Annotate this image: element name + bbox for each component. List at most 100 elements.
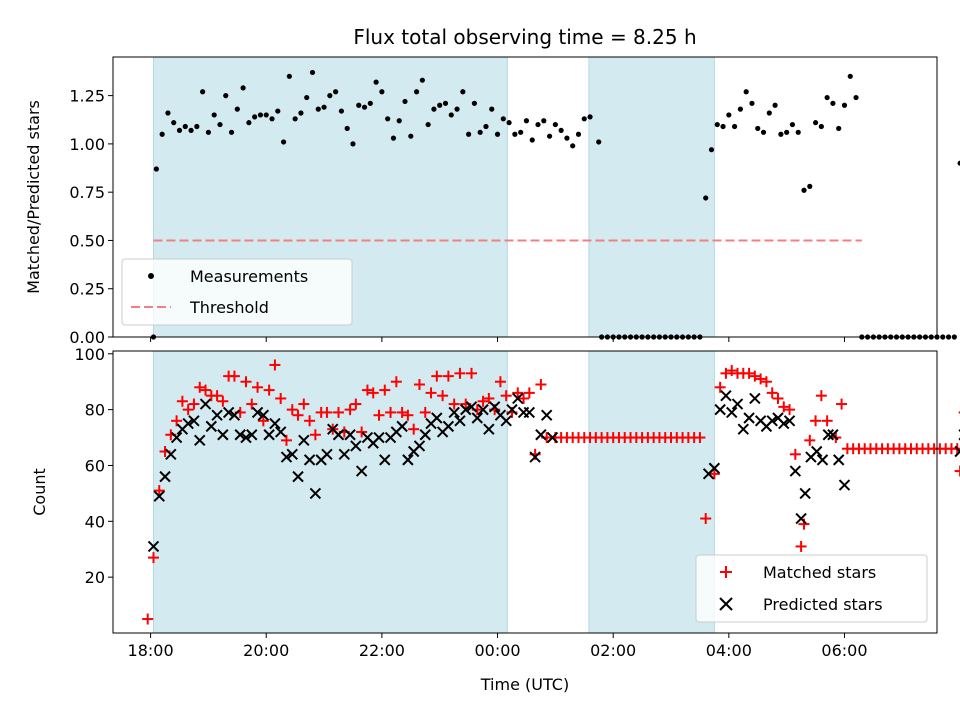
x-tick-label: 04:00 <box>706 641 752 660</box>
data-point <box>540 409 553 421</box>
shaded-interval <box>588 350 715 634</box>
data-point <box>402 454 414 466</box>
data-point <box>338 448 351 461</box>
data-point <box>402 98 408 105</box>
data-point <box>506 120 512 126</box>
data-point <box>321 104 327 110</box>
data-point <box>535 429 547 441</box>
data-point <box>333 406 345 418</box>
data-point <box>350 440 362 452</box>
data-point <box>714 403 726 416</box>
data-point <box>483 392 495 404</box>
data-point <box>529 451 541 463</box>
data-point <box>558 127 564 133</box>
data-point <box>801 187 807 193</box>
data-point <box>726 406 738 419</box>
legend-label-matched: Matched stars <box>763 563 876 582</box>
data-point <box>500 415 512 427</box>
data-point <box>223 93 229 99</box>
data-point <box>159 131 165 137</box>
data-point <box>749 100 755 106</box>
data-point <box>546 431 559 444</box>
data-point <box>518 129 524 135</box>
data-point <box>847 73 853 79</box>
data-point <box>211 112 217 118</box>
data-point <box>153 485 165 497</box>
data-point <box>188 415 200 427</box>
data-point <box>286 73 292 79</box>
data-point <box>344 125 350 132</box>
data-point <box>147 540 160 553</box>
data-point <box>176 127 183 133</box>
count-panel: 20 40 60 80 100 18:00 20:00 22:00 00:00 02:00 04:… <box>30 345 960 694</box>
data-point <box>454 106 460 112</box>
y-axis-label: Count <box>30 468 49 516</box>
data-point <box>240 85 246 91</box>
data-point <box>205 420 218 433</box>
data-point <box>182 123 188 130</box>
data-point <box>396 420 408 433</box>
data-point <box>821 415 833 427</box>
data-point <box>807 183 813 189</box>
data-point <box>413 89 420 95</box>
data-point <box>217 395 229 407</box>
data-point <box>795 540 807 552</box>
predicted-star-points <box>147 389 960 553</box>
data-point <box>811 445 823 458</box>
x-tick-label: 06:00 <box>821 641 867 660</box>
data-point <box>749 370 761 382</box>
data-point <box>564 135 570 141</box>
data-point <box>350 398 362 410</box>
data-point <box>518 392 530 404</box>
data-point <box>142 613 154 625</box>
data-point <box>390 376 402 388</box>
data-point <box>778 417 790 430</box>
shaded-interval <box>588 56 715 338</box>
data-point <box>731 398 744 410</box>
data-point <box>165 110 171 116</box>
data-point <box>419 429 431 441</box>
data-point <box>390 135 397 141</box>
data-point <box>379 89 385 95</box>
data-point <box>815 390 827 402</box>
legend-box <box>121 258 353 326</box>
data-point <box>816 454 829 466</box>
y-axis-label: Matched/Predicted stars <box>24 100 43 294</box>
legend-label-threshold: Threshold <box>189 298 269 317</box>
data-point <box>760 376 772 388</box>
data-point <box>315 106 321 112</box>
y-tick-label: 1.25 <box>69 87 105 106</box>
data-point <box>263 384 275 396</box>
data-point <box>945 334 952 340</box>
data-point <box>396 406 408 418</box>
data-point <box>708 462 721 474</box>
data-point <box>373 79 379 85</box>
data-point <box>708 468 720 480</box>
ratio-panel: Flux total observing time = 8.25 h 0.000… <box>24 25 960 347</box>
data-point <box>275 392 287 404</box>
y-axis-ticks: 20 40 60 80 100 <box>74 345 113 587</box>
data-point <box>356 102 362 108</box>
data-point <box>200 384 212 396</box>
data-point <box>408 133 414 139</box>
data-point <box>182 404 194 416</box>
data-point <box>269 359 281 371</box>
data-point <box>257 112 264 118</box>
data-point <box>726 112 732 118</box>
data-point <box>228 370 240 382</box>
data-point <box>332 429 345 441</box>
data-point <box>437 102 443 108</box>
data-point <box>778 401 790 413</box>
data-point <box>159 470 171 483</box>
x-tick-label: 00:00 <box>474 641 520 660</box>
data-point <box>147 552 159 564</box>
data-point <box>512 131 518 137</box>
data-point <box>217 121 223 128</box>
data-point <box>784 129 790 135</box>
data-point <box>425 387 437 399</box>
data-point <box>222 406 235 419</box>
data-point <box>367 100 373 106</box>
data-point <box>824 94 830 101</box>
data-point <box>350 141 356 147</box>
data-point <box>298 110 304 116</box>
